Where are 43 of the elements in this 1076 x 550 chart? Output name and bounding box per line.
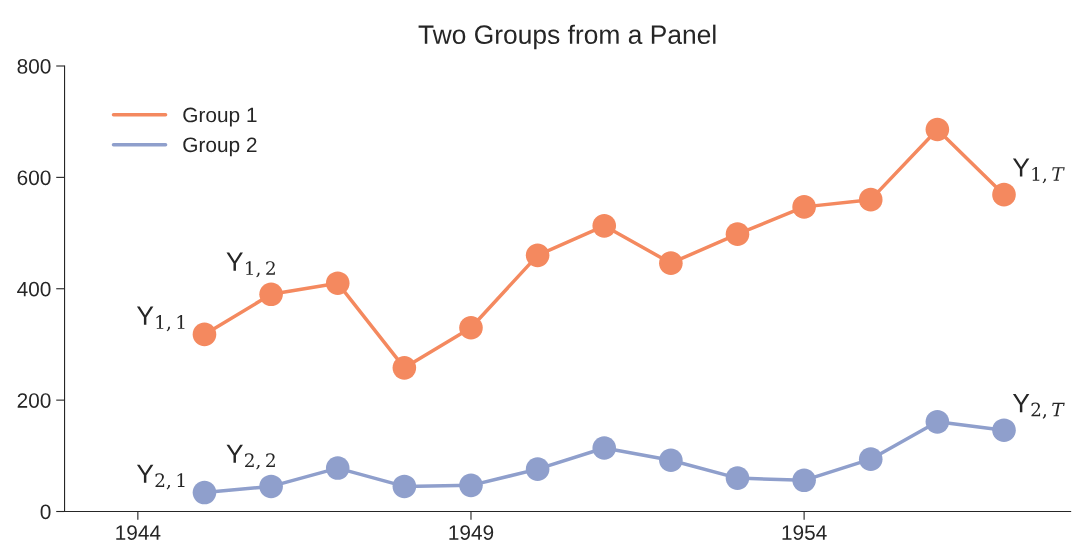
point <box>992 182 1016 207</box>
point <box>992 418 1016 442</box>
annotation: Y$_{1,2}$ <box>226 252 275 278</box>
point <box>259 282 283 307</box>
point <box>459 473 483 498</box>
x-tick-label: 1949 <box>449 525 494 540</box>
point <box>925 117 950 142</box>
point <box>392 474 417 499</box>
point <box>259 474 283 499</box>
point <box>858 447 883 471</box>
point <box>659 251 683 275</box>
point <box>725 222 750 246</box>
y-tick-label: 200 <box>17 393 51 408</box>
point <box>192 480 217 505</box>
point <box>325 456 350 480</box>
annotation: Y$_{2,1}$ <box>136 464 185 490</box>
annotation: Y$_{1,T}$ <box>1012 158 1065 184</box>
point <box>192 322 217 347</box>
x-tick-label: 1954 <box>782 525 827 540</box>
point <box>325 271 350 295</box>
y-tick-label: 800 <box>17 59 51 74</box>
annotation: Y$_{1,1}$ <box>136 306 185 332</box>
x-tick-label: 1944 <box>116 525 161 540</box>
point <box>525 457 550 481</box>
annotation: Y$_{2,T}$ <box>1012 394 1065 419</box>
point <box>459 315 483 340</box>
point <box>925 410 950 434</box>
y-tick-label: 400 <box>17 281 51 297</box>
point <box>858 187 883 212</box>
chart-title: Two Groups from a Panel <box>418 24 716 50</box>
point <box>392 356 417 380</box>
point <box>592 436 617 460</box>
point <box>792 468 816 493</box>
y-tick-label: 600 <box>17 170 51 186</box>
annotation: Y$_{2,2}$ <box>226 444 275 470</box>
y-tick-label: 0 <box>40 504 51 520</box>
legend-label: Group 2 <box>183 137 257 157</box>
legend-label: Group 1 <box>183 107 257 127</box>
point <box>659 448 683 473</box>
point <box>525 243 550 268</box>
point <box>725 466 750 490</box>
point <box>592 214 617 238</box>
point <box>792 195 816 219</box>
